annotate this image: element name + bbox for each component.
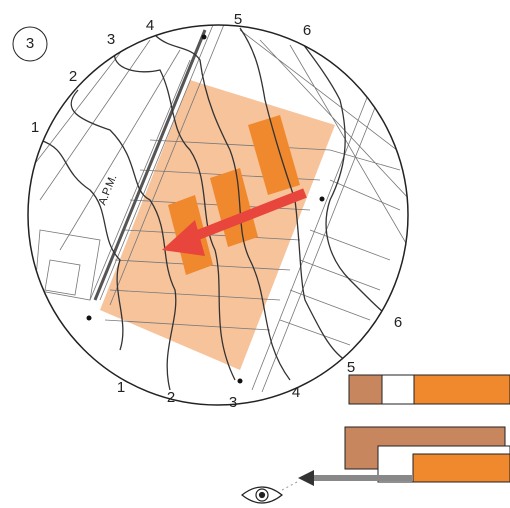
top-label: 6	[303, 22, 311, 39]
bottom-label: 5	[347, 359, 355, 376]
bottom-label: 2	[167, 389, 175, 406]
top-label: 4	[146, 17, 154, 34]
top-label: 2	[69, 68, 77, 85]
bottom-label: 3	[229, 394, 237, 411]
markers	[86, 34, 325, 384]
bottom-label: 6	[394, 314, 402, 331]
top-label: 1	[31, 119, 39, 136]
map: A.P.M.	[29, 25, 408, 393]
direction-arrow	[162, 188, 307, 256]
map-outline	[27, 24, 409, 406]
top-label: 3	[107, 31, 115, 48]
contours	[39, 27, 391, 391]
section-bottom	[344, 426, 510, 483]
section-top	[348, 374, 510, 405]
badge: 3	[26, 35, 34, 52]
badge-circle	[12, 26, 48, 62]
bottom-label: 1	[117, 379, 125, 396]
eye-icon	[241, 486, 283, 504]
bottom-label: 4	[292, 384, 300, 401]
view-arrow	[281, 470, 412, 491]
main-road	[93, 29, 207, 301]
top-label: 5	[234, 11, 242, 28]
road-label: A.P.M.	[96, 173, 119, 207]
